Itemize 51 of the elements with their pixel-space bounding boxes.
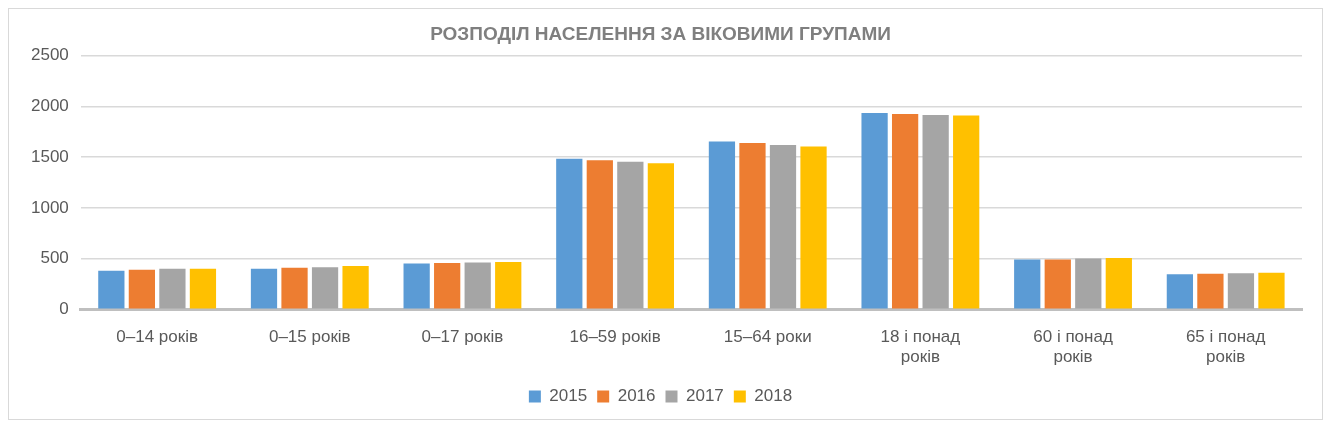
x-tick-label: 18 і понад років [880,327,961,367]
bar [647,163,675,309]
bar [342,266,369,309]
y-tick-label: 1000 [30,197,69,217]
bar [311,267,339,309]
bar [189,268,217,309]
bar [1105,258,1132,309]
bar [495,262,522,309]
bar [800,146,827,309]
bar [128,269,156,309]
bar [861,113,888,309]
bar [464,262,491,309]
x-tick-label: 0–15 років [268,327,351,347]
legend-label: 2017 [686,386,724,406]
y-tick-label: 2000 [30,96,69,116]
bar [1258,272,1285,309]
bar [1044,259,1071,309]
bar [250,268,278,309]
bar [769,145,797,309]
bar [586,160,613,309]
y-tick-label: 0 [59,298,69,318]
x-tick-label: 0–14 років [116,327,198,347]
x-tick-label: 0–17 років [421,327,504,347]
y-tick-label: 1500 [30,146,69,166]
legend-label: 2016 [617,386,656,406]
bar [1075,258,1102,309]
bar [556,158,583,309]
bar [403,263,430,309]
bar [922,115,949,309]
bar [617,161,644,309]
bar [1166,274,1194,309]
chart-title: РОЗПОДІЛ НАСЕЛЕННЯ ЗА ВІКОВИМИ ГРУПАМИ [430,22,891,44]
bar [1227,273,1255,309]
x-tick-label: 16–59 років [569,327,661,347]
x-tick-label: 60 і понад років [1033,327,1113,367]
bar [953,115,980,309]
bar [434,263,461,309]
bar [159,268,186,309]
bar [708,141,736,309]
y-tick-label: 500 [40,248,69,268]
bar [1014,259,1041,309]
bar [739,142,766,309]
legend-label: 2018 [754,386,793,406]
y-tick-label: 2500 [30,45,69,65]
bar [281,267,308,309]
x-tick-label: 15–64 роки [723,327,812,347]
bar [1197,273,1224,309]
bar [98,270,125,309]
bar [891,114,919,309]
x-tick-label: 65 і понад років [1185,327,1266,367]
legend-label: 2015 [549,386,588,406]
